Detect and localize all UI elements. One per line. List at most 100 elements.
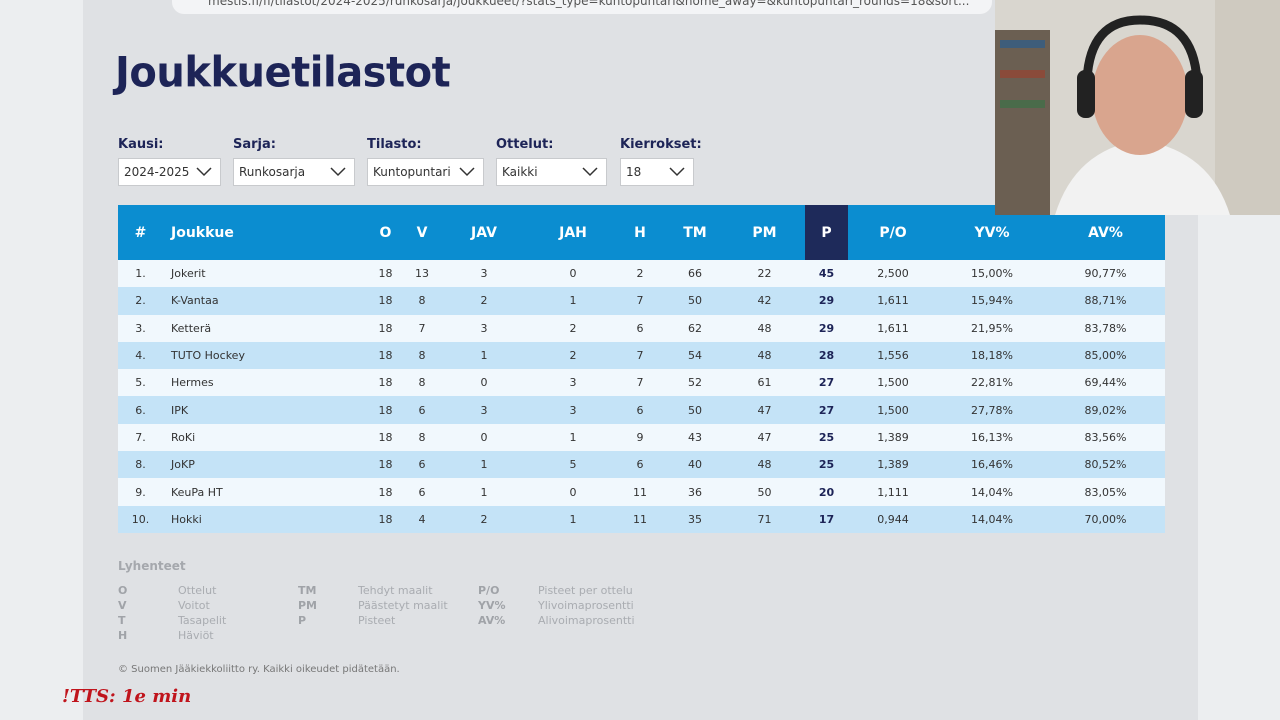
- cell: 18: [363, 451, 408, 479]
- column-header[interactable]: H: [614, 205, 666, 260]
- cell: 1: [532, 505, 614, 533]
- cell: 71: [724, 505, 805, 533]
- column-header[interactable]: V: [408, 205, 436, 260]
- team-name: RoKi: [163, 423, 363, 452]
- cell: 20: [805, 478, 848, 506]
- filter-label: Kierrokset:: [620, 137, 702, 152]
- column-header[interactable]: PM: [724, 205, 805, 260]
- meaning: Pisteet per ottelu: [538, 584, 633, 597]
- meaning: Voitot: [178, 599, 210, 612]
- dropdown-value: 2024-2025: [124, 165, 190, 179]
- legend-item: P/O Pisteet per ottelu: [478, 584, 633, 597]
- column-header[interactable]: JAV: [436, 205, 532, 260]
- cell: 28: [805, 341, 848, 370]
- table-row: 5. Hermes 18 8 0 3 7 52 61 27 1,500 22,81% 69,44%: [118, 369, 1165, 397]
- team-name: IPK: [163, 396, 363, 424]
- meaning: Ylivoimaprosentti: [538, 599, 634, 612]
- cell: 1: [436, 341, 532, 370]
- cell: 50: [666, 396, 724, 424]
- cell: 18: [363, 396, 408, 424]
- column-header[interactable]: JAH: [532, 205, 614, 260]
- abbreviation: H: [118, 629, 128, 642]
- cell: 9: [614, 423, 666, 452]
- filter: Tilasto: Kuntopuntari: [367, 137, 484, 186]
- cell: 0: [532, 478, 614, 506]
- legend-item: AV% Alivoimaprosentti: [478, 614, 635, 627]
- column-header[interactable]: TM: [666, 205, 724, 260]
- cell: 8: [408, 423, 436, 452]
- cell: 69,44%: [1046, 369, 1165, 397]
- team-name: KeuPa HT: [163, 478, 363, 506]
- cell: 62: [666, 314, 724, 342]
- abbreviation: TM: [298, 584, 317, 597]
- legend-item: P Pisteet: [298, 614, 395, 627]
- cell: 18,18%: [938, 341, 1046, 370]
- cell: 21,95%: [938, 314, 1046, 342]
- cell: 7.: [118, 423, 163, 452]
- cell: 3: [532, 369, 614, 397]
- cell: 66: [666, 260, 724, 288]
- cell: 18: [363, 369, 408, 397]
- cell: 15,00%: [938, 260, 1046, 288]
- cell: 83,05%: [1046, 478, 1165, 506]
- cell: 83,56%: [1046, 423, 1165, 452]
- cell: 61: [724, 369, 805, 397]
- cell: 1,500: [848, 396, 938, 424]
- column-header[interactable]: P/O: [848, 205, 938, 260]
- cell: 8: [408, 341, 436, 370]
- table-row: 8. JoKP 18 6 1 5 6 40 48 25 1,389 16,46% 80,52%: [118, 451, 1165, 479]
- legend-item: V Voitot: [118, 599, 210, 612]
- table-row: 7. RoKi 18 8 0 1 9 43 47 25 1,389 16,13% 83,56%: [118, 423, 1165, 452]
- chevron: [330, 167, 346, 177]
- url-bar[interactable]: mestis.fi/fi/tilastot/2024-2025/runkosar…: [172, 0, 992, 14]
- cell: 52: [666, 369, 724, 397]
- cell: 8.: [118, 451, 163, 479]
- page-title: Joukkuetilastot: [115, 48, 451, 98]
- cell: 1: [532, 287, 614, 315]
- cell: 6.: [118, 396, 163, 424]
- cell: 3: [436, 260, 532, 288]
- cell: 47: [724, 396, 805, 424]
- column-header[interactable]: #: [118, 205, 163, 260]
- cell: 35: [666, 505, 724, 533]
- cell: 83,78%: [1046, 314, 1165, 342]
- table-row: 4. TUTO Hockey 18 8 1 2 7 54 48 28 1,556 18,18% 85,0…: [118, 341, 1165, 370]
- cell: 1.: [118, 260, 163, 288]
- cell: 0,944: [848, 505, 938, 533]
- cell: 11: [614, 478, 666, 506]
- cell: 42: [724, 287, 805, 315]
- dropdown[interactable]: Runkosarja: [233, 158, 355, 186]
- column-header[interactable]: P: [805, 205, 848, 260]
- filter-label: Tilasto:: [367, 137, 422, 152]
- cell: 5.: [118, 369, 163, 397]
- abbreviation: AV%: [478, 614, 506, 627]
- cell: 1: [436, 478, 532, 506]
- webcam: [995, 0, 1280, 215]
- cell: 1,611: [848, 287, 938, 315]
- cell: 36: [666, 478, 724, 506]
- dropdown[interactable]: Kuntopuntari: [367, 158, 484, 186]
- dropdown[interactable]: Kaikki: [496, 158, 607, 186]
- dropdown[interactable]: 2024-2025: [118, 158, 221, 186]
- column-header[interactable]: Joukkue: [163, 205, 363, 260]
- stats-table: # Joukkue O V JAV JAH H TM PM P P/O YV% AV% 1. Jokeri…: [118, 205, 1165, 533]
- cell: 14,04%: [938, 505, 1046, 533]
- filter: Ottelut: Kaikki: [496, 137, 607, 186]
- cell: 27,78%: [938, 396, 1046, 424]
- column-header[interactable]: O: [363, 205, 408, 260]
- cell: 1,389: [848, 423, 938, 452]
- table-row: 9. KeuPa HT 18 6 1 0 11 36 50 20 1,111 14,04% 83,05%: [118, 478, 1165, 506]
- cell: 3: [436, 314, 532, 342]
- dropdown[interactable]: 18: [620, 158, 694, 186]
- chevron: [196, 167, 212, 177]
- filter-label: Ottelut:: [496, 137, 554, 152]
- legend-item: PM Päästetyt maalit: [298, 599, 448, 612]
- cell: 6: [408, 478, 436, 506]
- cell: 10.: [118, 505, 163, 533]
- legend-item: O Ottelut: [118, 584, 216, 597]
- cell: 48: [724, 341, 805, 370]
- cell: 2: [532, 341, 614, 370]
- cell: 1,389: [848, 451, 938, 479]
- dropdown-value: Kaikki: [502, 165, 538, 179]
